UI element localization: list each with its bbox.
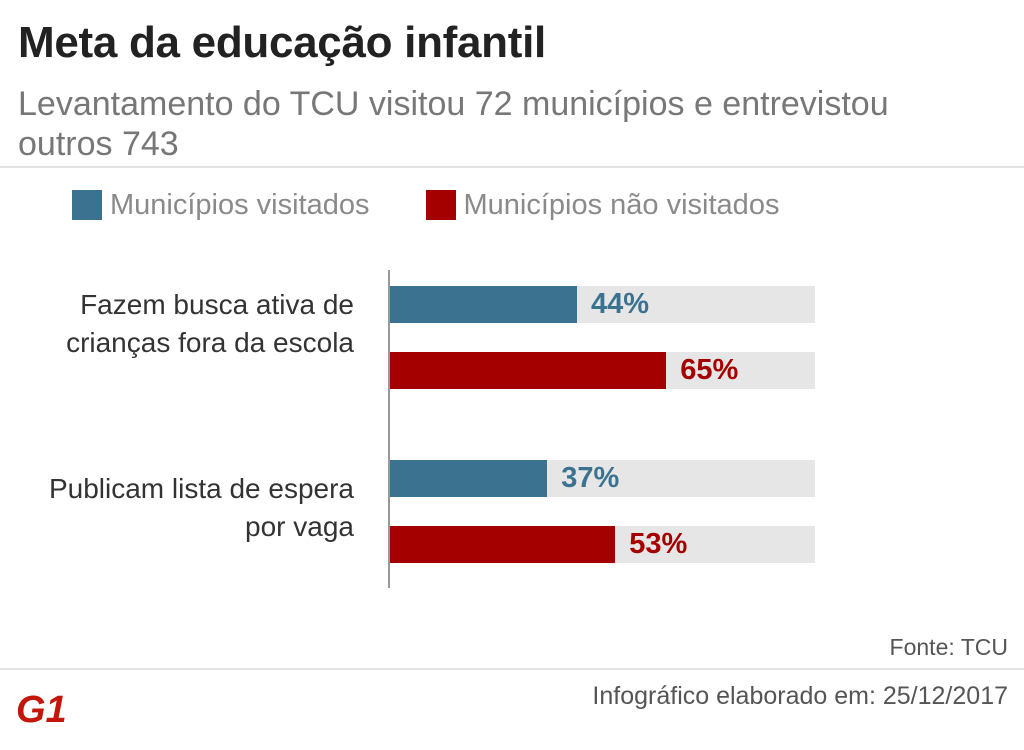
g1-logo: G1 xyxy=(16,689,67,728)
legend: Municípios visitados Municípios não visi… xyxy=(72,188,835,222)
bar-value-lista-espera-visitados: 37% xyxy=(561,462,620,494)
bar-track-lista-espera-visitados: 37% xyxy=(390,460,815,497)
header-divider xyxy=(0,166,1024,168)
legend-item-nao-visitados: Municípios não visitados xyxy=(425,188,780,222)
legend-label-nao-visitados: Municípios não visitados xyxy=(463,188,780,221)
chart-subtitle: Levantamento do TCU visitou 72 município… xyxy=(18,85,889,163)
bar-track-lista-espera-nao-visitados: 53% xyxy=(390,526,815,563)
legend-swatch-nao-visitados xyxy=(425,190,456,220)
bar-value-lista-espera-nao-visitados: 53% xyxy=(629,528,688,560)
bar-value-busca-ativa-visitados: 44% xyxy=(591,288,650,320)
category-label-lista-espera: Publicam lista de espera por vaga xyxy=(48,473,354,542)
footer-divider xyxy=(0,668,1024,670)
y-axis-line xyxy=(388,270,390,588)
g1-logo-text: G1 xyxy=(16,689,67,728)
bar-lista-espera-visitados xyxy=(390,460,548,497)
footer-credit: Infográfico elaborado em: 25/12/2017 xyxy=(592,682,1008,710)
source-note: Fonte: TCU xyxy=(889,634,1008,660)
bar-track-busca-ativa-visitados: 44% xyxy=(390,286,815,323)
bar-track-busca-ativa-nao-visitados: 65% xyxy=(390,352,815,389)
chart-title: Meta da educação infantil xyxy=(18,18,546,67)
bar-lista-espera-nao-visitados xyxy=(390,526,616,563)
legend-item-visitados: Municípios visitados xyxy=(72,189,370,222)
category-label-busca-ativa: Fazem busca ativa de crianças fora da es… xyxy=(66,289,354,358)
legend-label-visitados: Municípios visitados xyxy=(110,188,370,221)
bar-busca-ativa-nao-visitados xyxy=(390,352,667,389)
bar-busca-ativa-visitados xyxy=(390,286,577,323)
legend-swatch-visitados xyxy=(72,190,102,220)
bar-value-busca-ativa-nao-visitados: 65% xyxy=(680,354,739,386)
